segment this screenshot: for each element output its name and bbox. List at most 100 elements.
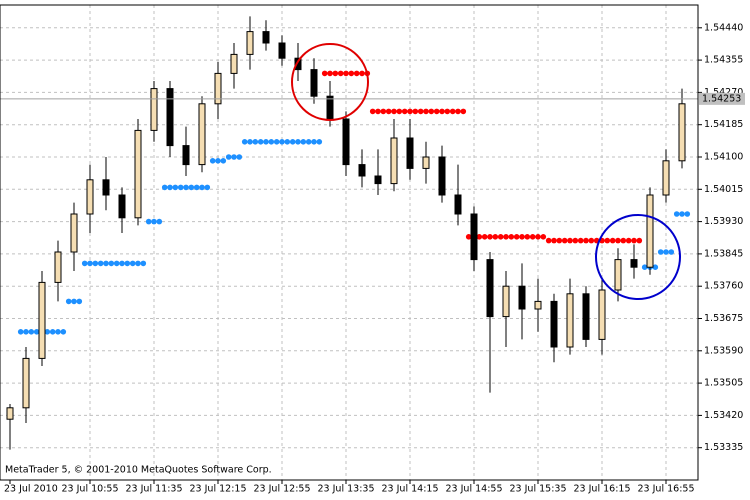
level-dot <box>167 184 173 191</box>
level-dot <box>652 264 659 271</box>
candle-body <box>566 293 574 348</box>
level-dot <box>673 211 680 217</box>
level-dot <box>449 108 456 115</box>
level-dot <box>417 108 424 115</box>
level-dot <box>49 329 56 335</box>
level-dot <box>375 108 381 115</box>
y-tick-label: 1.53845 <box>704 248 743 259</box>
candle-body <box>438 156 446 196</box>
level-dot <box>369 108 376 115</box>
candle-body <box>86 179 94 215</box>
level-dot <box>556 237 563 244</box>
level-dot <box>396 108 403 115</box>
level-dot <box>679 211 685 217</box>
level-dot <box>508 234 515 240</box>
candle-body <box>662 160 670 196</box>
level-dot <box>348 70 355 77</box>
level-dot <box>140 260 147 267</box>
x-tick-label: 23 Jul 14:15 <box>382 484 439 495</box>
level-dot <box>588 237 595 244</box>
level-dot <box>359 70 365 77</box>
level-dot <box>71 298 77 305</box>
x-tick-label: 23 Jul 12:15 <box>190 484 247 495</box>
candle-body <box>326 95 334 120</box>
x-tick-label: 23 Jul 16:15 <box>574 484 631 495</box>
level-dot <box>252 139 259 145</box>
candle-body <box>70 213 78 253</box>
level-dot <box>33 329 40 335</box>
level-dot <box>625 237 632 244</box>
current-price-box <box>699 92 745 105</box>
x-tick-label: 23 Jul 14:55 <box>446 484 503 495</box>
level-dot <box>535 234 541 240</box>
level-dot <box>81 260 88 267</box>
candle-body <box>22 357 30 409</box>
level-dot <box>572 237 579 244</box>
level-dot <box>124 260 131 267</box>
level-dot <box>172 184 179 191</box>
candle-body <box>454 194 462 215</box>
level-dot <box>668 249 675 255</box>
y-tick-label: 1.54015 <box>704 184 743 195</box>
candle-body <box>6 407 14 420</box>
level-dot <box>444 108 451 115</box>
level-dot <box>188 184 195 191</box>
level-dot <box>476 234 483 240</box>
level-dot <box>487 234 493 240</box>
level-dot <box>316 139 323 145</box>
level-dot <box>263 139 269 145</box>
level-dot <box>540 234 547 240</box>
level-dot <box>663 249 669 255</box>
x-tick-label: 23 Jul 15:35 <box>510 484 567 495</box>
footer: MetaTrader 5, © 2001-2010 MetaQuotes Sof… <box>5 465 272 476</box>
level-dot <box>529 234 536 240</box>
y-tick-label: 1.54100 <box>704 152 743 163</box>
y-tick-label: 1.53930 <box>704 216 743 227</box>
level-dot <box>385 108 392 115</box>
y-tick-label: 1.53420 <box>704 410 743 421</box>
level-dot <box>583 237 589 244</box>
y-tick-label: 1.54185 <box>704 119 743 130</box>
level-dot <box>108 260 115 267</box>
level-dot <box>305 139 312 145</box>
candle-body <box>246 31 254 55</box>
candle-body <box>230 53 238 74</box>
candle-body <box>278 42 286 59</box>
candle-body <box>486 259 494 318</box>
candle-body <box>294 57 302 71</box>
level-dot <box>247 139 253 145</box>
level-dot <box>433 108 440 115</box>
level-dot <box>465 234 472 240</box>
level-dot <box>268 139 275 145</box>
candle-body <box>310 69 318 97</box>
candle-body <box>166 88 174 147</box>
level-dot <box>161 184 168 191</box>
level-dot <box>151 218 157 225</box>
level-dot <box>289 139 296 145</box>
candle-body <box>646 194 654 268</box>
level-dot <box>609 237 616 244</box>
level-dot <box>97 260 104 267</box>
level-dot <box>343 70 349 77</box>
level-dot <box>337 70 344 77</box>
level-dot <box>561 237 568 244</box>
level-dot <box>551 237 557 244</box>
y-tick-label: 1.53505 <box>704 378 743 389</box>
candle-body <box>102 179 110 196</box>
y-tick-label: 1.53760 <box>704 281 743 292</box>
candle-body <box>470 213 478 261</box>
level-dot <box>183 184 189 191</box>
level-dot <box>524 234 531 240</box>
current-price-label: 1.54253 <box>702 93 741 104</box>
plot-frame <box>0 4 699 481</box>
level-dot <box>455 108 461 115</box>
level-dot <box>481 234 488 240</box>
level-dot <box>28 329 35 335</box>
candle-body <box>214 72 222 105</box>
level-dot <box>87 260 93 267</box>
level-dot <box>23 329 29 335</box>
level-dot <box>156 218 163 225</box>
level-dot <box>193 184 200 191</box>
red-circle-annotation <box>291 43 369 121</box>
y-tick-label: 1.54270 <box>704 87 743 98</box>
